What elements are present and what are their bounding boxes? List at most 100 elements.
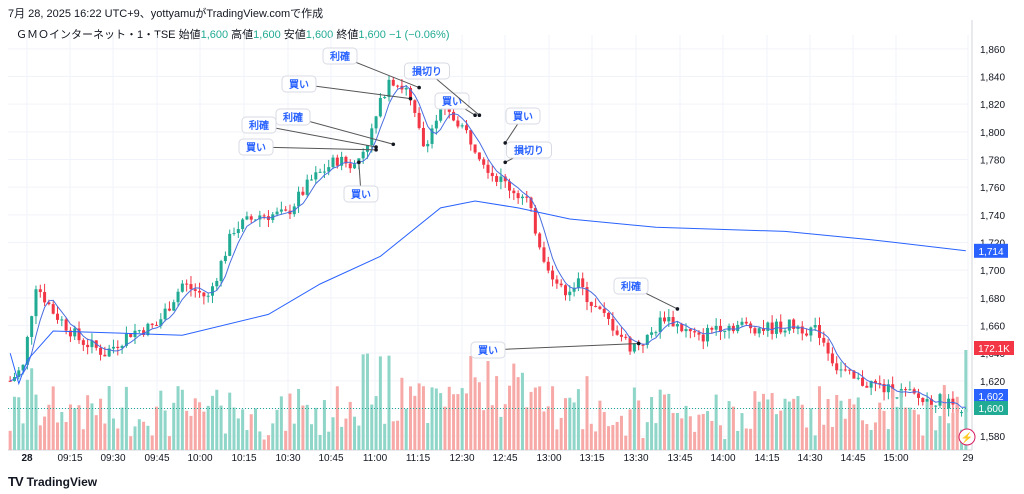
- candle-body: [378, 97, 382, 117]
- volume-bar: [947, 423, 951, 450]
- candle-body: [38, 289, 42, 293]
- x-tick-label: 15:00: [883, 453, 908, 464]
- volume-bar: [17, 397, 21, 450]
- marker-label: 利確: [330, 50, 350, 63]
- candle-body: [25, 336, 29, 365]
- candle-body: [210, 286, 214, 296]
- volume-bar: [353, 416, 357, 450]
- candle-body: [344, 156, 348, 164]
- candle-body: [736, 324, 740, 332]
- candle-body: [193, 289, 197, 291]
- symbol-legend: ＧＭＯインターネット・1・TSE 始値1,600 高値1,600 安値1,600…: [16, 26, 450, 42]
- y-tick-label: 1,820: [980, 100, 1005, 111]
- candle-body: [322, 171, 326, 173]
- volume-bar: [731, 406, 735, 450]
- candle-body: [684, 329, 688, 332]
- volume-bar: [426, 423, 430, 450]
- candle-body: [594, 305, 598, 307]
- volume-bar: [619, 415, 623, 450]
- volume-bar: [693, 431, 697, 450]
- volume-bar: [73, 408, 77, 450]
- volume-bar: [921, 435, 925, 450]
- candle-body: [559, 283, 563, 286]
- candle-body: [47, 302, 51, 305]
- low-label: 安値: [283, 29, 306, 41]
- volume-bar: [271, 423, 275, 450]
- volume-bar: [628, 409, 632, 450]
- candle-body: [142, 330, 146, 335]
- candle-body: [895, 397, 899, 399]
- volume-bar: [899, 390, 903, 450]
- candle-body: [202, 292, 206, 297]
- marker-connector: [258, 124, 377, 148]
- volume-bar: [25, 379, 29, 450]
- candle-body: [602, 308, 606, 313]
- volume-bar: [822, 424, 826, 450]
- candle-body: [650, 332, 654, 335]
- candle-body: [744, 321, 748, 324]
- volume-bar: [133, 426, 137, 450]
- volume-bar: [611, 425, 615, 450]
- volume-bar: [891, 388, 895, 450]
- candle-body: [508, 181, 512, 191]
- symbol-name: ＧＭＯインターネット・1・TSE: [16, 29, 176, 41]
- volume-bar: [202, 411, 206, 450]
- candle-body: [430, 128, 434, 144]
- marker-box: [281, 75, 317, 93]
- volume-bar: [266, 435, 270, 450]
- candle-body: [848, 369, 852, 371]
- candle-body: [365, 145, 369, 152]
- candle-body: [254, 219, 258, 221]
- tradingview-logo-icon: TV: [8, 474, 24, 489]
- volume-bar: [215, 389, 219, 450]
- volume-bar: [839, 400, 843, 450]
- candle-body: [176, 291, 180, 303]
- volume-bar: [667, 393, 671, 450]
- volume-bar: [176, 386, 180, 450]
- candle-body: [809, 327, 813, 336]
- candle-body: [241, 219, 245, 230]
- volume-bar: [740, 413, 744, 450]
- candle-body: [551, 270, 555, 280]
- volume-bar: [327, 431, 331, 450]
- volume-bar: [508, 385, 512, 450]
- volume-bar: [34, 394, 38, 450]
- volume-bar: [116, 428, 120, 450]
- volume-bar: [12, 396, 16, 450]
- volume-bar: [249, 414, 253, 450]
- y-tick-label: 1,740: [980, 211, 1005, 222]
- candle-body: [68, 330, 72, 337]
- volume-bar: [551, 386, 555, 450]
- candle-body: [611, 318, 615, 331]
- volume-bar: [766, 399, 770, 450]
- candle-body: [904, 389, 908, 391]
- volume-bar: [421, 386, 425, 450]
- volume-bar: [430, 387, 434, 450]
- marker-point: [374, 148, 378, 152]
- y-tick-label: 1,580: [980, 432, 1005, 443]
- candle-body: [172, 302, 176, 311]
- x-tick-label: 29: [962, 453, 974, 464]
- volume-bar: [262, 439, 266, 450]
- volume-bar: [236, 418, 240, 450]
- volume-bar: [258, 431, 262, 450]
- volume-bar: [357, 425, 361, 450]
- volume-bar: [650, 397, 654, 450]
- candle-body: [409, 87, 413, 101]
- candle-body: [417, 112, 421, 128]
- candle-body: [869, 380, 873, 388]
- candle-body: [258, 215, 262, 220]
- x-tick-label: 10:15: [231, 453, 256, 464]
- marker-box: [470, 341, 506, 359]
- volume-bar: [607, 426, 611, 450]
- volume-bar: [749, 428, 753, 450]
- volume-bar: [848, 398, 852, 450]
- volume-bar: [869, 430, 873, 450]
- y-tick-label: 1,620: [980, 377, 1005, 388]
- candle-body: [43, 292, 47, 303]
- candle-body: [499, 176, 503, 182]
- x-tick-label: 09:45: [144, 453, 169, 464]
- candle-body: [843, 369, 847, 371]
- volume-bar: [206, 405, 210, 450]
